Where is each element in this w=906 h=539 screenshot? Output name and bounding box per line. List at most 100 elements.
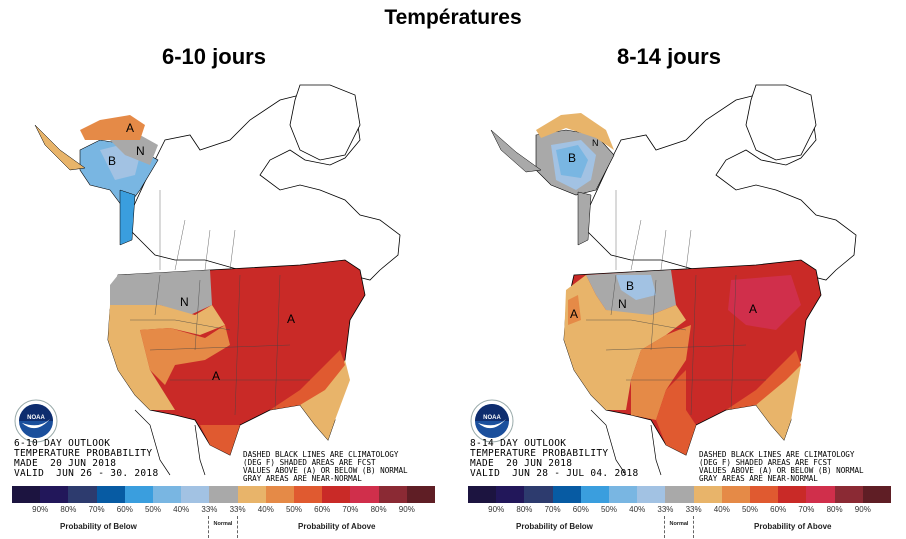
alaska-peninsula [34,124,86,171]
mexico-outline [134,409,206,476]
greenland-outline [745,84,817,161]
colorbar-cell [806,486,835,503]
west-above-mid [568,295,581,325]
southeast-mid [270,350,345,410]
alaska-below-region [556,145,588,178]
panel-heading-6-10: 6-10 jours [162,44,266,69]
colorbar-cell [750,486,779,503]
colorbar-cell [637,486,666,503]
probability-above-label: Probability of Above [298,522,376,531]
colorbar-cell [153,486,182,503]
label-west-above: A [570,307,578,321]
colorbar-tick-label: 40% [629,505,646,514]
svg-text:NOAA: NOAA [483,415,501,421]
west-above-light [564,275,686,410]
normal-label: Normal [664,516,694,538]
colorbar-cell [350,486,379,503]
colorbar-tick-label: 60% [770,505,787,514]
label-alaska-below: B [568,151,576,165]
colorbar-cell [378,486,407,503]
probability-below-label: Probability of Below [516,522,593,531]
colorbar-cell [862,486,892,503]
colorbar-cell [237,486,266,503]
colorbar-tick-label: 33% [657,505,674,514]
label-alaska-normal: N [592,138,599,148]
border-lines [130,190,310,416]
noaa-logo: NOAA [470,399,514,443]
colorbar-cell [468,486,497,503]
colorbar-tick-label: 50% [144,505,161,514]
colorbar-cell [609,486,638,503]
colorbar-tick-label: 70% [342,505,359,514]
bc-coast-normal [577,191,592,246]
colorbar-tick-label: 50% [741,505,758,514]
colorbar-tick-label: 80% [826,505,843,514]
svg-text:NOAA: NOAA [27,415,45,421]
label-great-lakes-above: A [749,302,757,316]
outlook-info-8-14: 8-14 DAY OUTLOOK TEMPERATURE PROBABILITY M… [470,438,639,479]
colorbar-ticks-6-10: 90% 80% 70% 60% 50% 40% 33% 33% 40% 50% 60% 70% 80% 9… [12,505,435,517]
colorbar-cell [580,486,610,503]
colorbar-tick-label: 60% [116,505,133,514]
colorbar-tick-label: 70% [88,505,105,514]
colorbar-6-10 [12,486,436,503]
colorbar-tick-label: 80% [60,505,77,514]
colorbar-cell [124,486,154,503]
colorbar-tick-label: 90% [32,505,49,514]
alaska-peninsula [490,129,542,173]
noaa-logo: NOAA [14,399,58,443]
southeast-above [300,360,350,440]
colorbar-tick-label: 90% [854,505,871,514]
colorbar-tick-label: 70% [798,505,815,514]
colorbar-cell [181,486,210,503]
nw-normal-region [110,270,212,315]
label-alaska-normal: N [136,144,145,158]
nw-below-region [616,275,656,300]
colorbar-cell [524,486,553,503]
outlook-panel-8-14: B N B N A A NOAA 8-14 DAY OUTLOOK TEMPERA… [456,80,906,539]
colorbar-cell [68,486,97,503]
colorbar-tick-label: 80% [516,505,533,514]
label-nw-below: B [626,279,634,293]
colorbar-tick-label: 90% [398,505,415,514]
border-lines [586,190,766,416]
west-above-light [108,305,225,410]
colorbar-tick-label: 40% [173,505,190,514]
colorbar-cell [552,486,581,503]
colorbar-tick-label: 50% [285,505,302,514]
colorbar-cell [778,486,807,503]
colorbar-cell [496,486,525,503]
colorbar-cell [265,486,295,503]
label-alaska-above: A [126,121,134,135]
legend-note-6-10: DASHED BLACK LINES ARE CLIMATOLOGY (DEG F… [243,450,408,483]
colorbar-tick-label: 90% [488,505,505,514]
label-plains-above: A [212,369,220,383]
panel-heading-8-14: 8-14 jours [617,44,721,69]
colorbar-tick-label: 60% [314,505,331,514]
south-above-mid [656,370,696,455]
colorbar-8-14 [468,486,892,503]
west-above-mid [140,325,230,385]
colorbar-tick-label: 33% [201,505,218,514]
colorbar-tick-label: 40% [713,505,730,514]
colorbar-cell [665,486,694,503]
colorbar-tick-label: 40% [257,505,274,514]
mexico-outline [590,409,662,476]
outlook-map-6-10: A B N N A A [34,84,401,476]
alaska-normal-region [110,135,158,165]
colorbar-tick-label: 33% [685,505,702,514]
colorbar-cell [834,486,863,503]
colorbar-tick-label: 50% [600,505,617,514]
probability-below-label: Probability of Below [60,522,137,531]
outlook-map-8-14: B N B N A A [490,84,857,476]
colorbar-cell [406,486,436,503]
alaska-above-region [536,113,614,150]
colorbar-cell [294,486,323,503]
colorbar-tick-label: 70% [544,505,561,514]
colorbar-cell [12,486,41,503]
alaska-above-region [80,115,145,140]
colorbar-cell [40,486,69,503]
bc-coast-below [119,189,136,246]
label-nw-normal: N [618,297,627,311]
greenland-outline [289,84,361,161]
